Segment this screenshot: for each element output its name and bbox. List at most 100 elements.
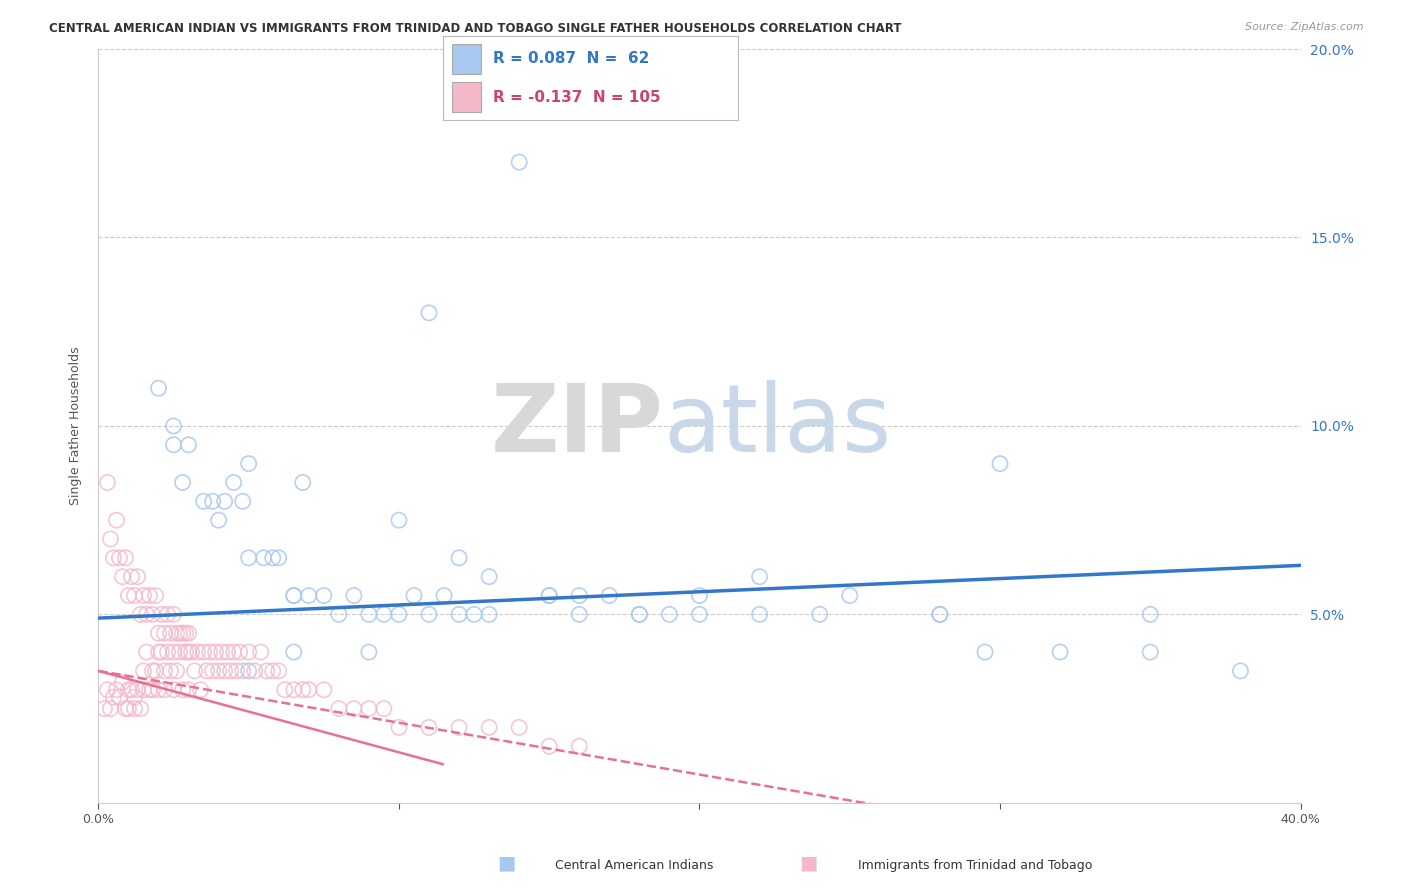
Point [628, 607, 651, 622]
Point [214, 664, 236, 678]
Point [238, 645, 260, 659]
Point [748, 570, 770, 584]
Point [141, 664, 163, 678]
Point [298, 589, 321, 603]
Point [124, 701, 146, 715]
Point [150, 645, 173, 659]
Point [689, 607, 711, 622]
Point [177, 626, 200, 640]
Point [162, 645, 184, 659]
Point [141, 682, 163, 697]
Point [463, 607, 485, 622]
Point [373, 607, 395, 622]
Point [238, 550, 260, 565]
Point [159, 626, 181, 640]
Point [929, 607, 952, 622]
Point [253, 550, 276, 565]
Point [689, 589, 711, 603]
Point [478, 570, 501, 584]
Point [1229, 664, 1251, 678]
Point [508, 155, 530, 169]
Point [121, 570, 143, 584]
Point [148, 682, 170, 697]
Point [312, 589, 335, 603]
Point [93, 701, 115, 715]
Point [169, 645, 191, 659]
Point [138, 589, 160, 603]
Point [127, 682, 149, 697]
Point [568, 589, 591, 603]
Point [114, 550, 136, 565]
Point [166, 626, 188, 640]
Point [141, 607, 163, 622]
Point [262, 664, 284, 678]
Text: atlas: atlas [664, 380, 891, 472]
Point [174, 645, 197, 659]
Point [838, 589, 860, 603]
Point [388, 513, 411, 527]
Point [204, 645, 226, 659]
Point [808, 607, 831, 622]
Point [243, 664, 266, 678]
Point [201, 494, 224, 508]
Point [148, 381, 170, 395]
Point [418, 721, 440, 735]
Point [105, 513, 128, 527]
Point [148, 626, 170, 640]
Point [174, 626, 197, 640]
Text: Central American Indians: Central American Indians [555, 859, 714, 872]
Point [1049, 645, 1071, 659]
Point [103, 690, 125, 705]
Point [232, 664, 254, 678]
Point [1139, 645, 1161, 659]
Point [291, 475, 314, 490]
Point [298, 682, 321, 697]
Point [249, 645, 271, 659]
Point [343, 701, 366, 715]
Text: CENTRAL AMERICAN INDIAN VS IMMIGRANTS FROM TRINIDAD AND TOBAGO SINGLE FATHER HOU: CENTRAL AMERICAN INDIAN VS IMMIGRANTS FR… [49, 22, 901, 36]
Point [117, 589, 139, 603]
Point [172, 682, 194, 697]
Text: R = 0.087  N =  62: R = 0.087 N = 62 [494, 52, 650, 67]
Text: Immigrants from Trinidad and Tobago: Immigrants from Trinidad and Tobago [858, 859, 1092, 872]
Point [228, 645, 250, 659]
Point [291, 682, 314, 697]
Point [100, 701, 122, 715]
Point [169, 626, 191, 640]
Point [214, 494, 236, 508]
Point [418, 306, 440, 320]
Point [138, 682, 160, 697]
Text: Source: ZipAtlas.com: Source: ZipAtlas.com [1246, 22, 1364, 32]
Point [132, 589, 155, 603]
Point [402, 589, 425, 603]
Point [135, 607, 157, 622]
Point [145, 589, 167, 603]
Point [183, 664, 205, 678]
Point [312, 682, 335, 697]
Point [166, 664, 188, 678]
Point [357, 607, 380, 622]
Point [187, 645, 209, 659]
Point [974, 645, 997, 659]
Point [159, 664, 181, 678]
Point [238, 457, 260, 471]
Point [208, 513, 231, 527]
Point [222, 645, 245, 659]
Point [388, 607, 411, 622]
Point [628, 607, 651, 622]
Point [111, 570, 134, 584]
Point [929, 607, 952, 622]
Point [132, 664, 155, 678]
Point [114, 701, 136, 715]
Point [100, 532, 122, 546]
Point [177, 438, 200, 452]
Point [447, 550, 470, 565]
Point [129, 701, 152, 715]
Point [388, 721, 411, 735]
Point [283, 645, 305, 659]
Point [111, 675, 134, 690]
Point [1139, 607, 1161, 622]
Point [103, 550, 125, 565]
Point [150, 607, 173, 622]
Point [283, 682, 305, 697]
